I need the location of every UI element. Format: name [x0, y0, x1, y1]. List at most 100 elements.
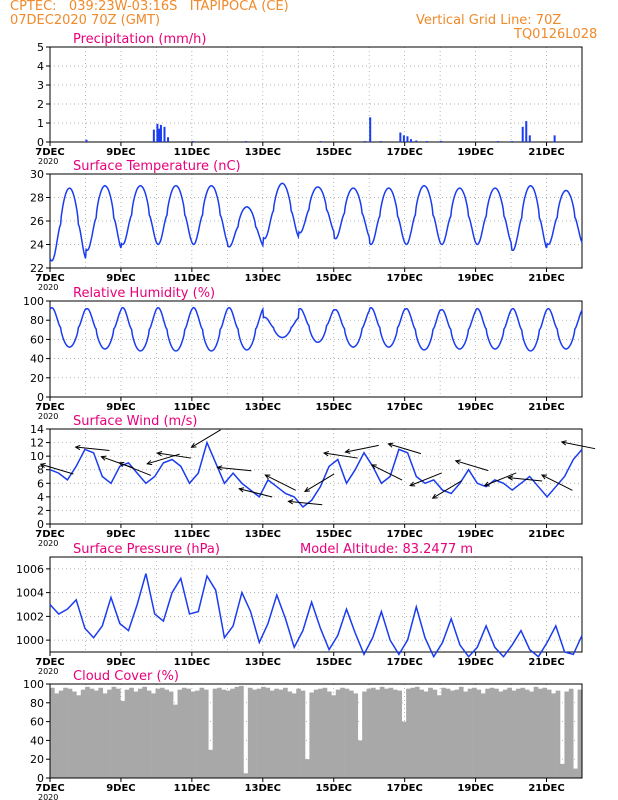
x-tick-label: 17DEC: [386, 783, 422, 794]
y-tick-label: 2: [37, 504, 44, 517]
precip-bar: [425, 141, 428, 142]
cloud-cover-bar: [516, 688, 521, 778]
wind-arrow-shaft: [541, 474, 573, 491]
x-tick-label: 21DEC: [528, 273, 564, 284]
cloud-cover-bar: [529, 691, 534, 778]
y-tick-label: 8: [37, 464, 44, 477]
year-label: 2020: [38, 667, 58, 676]
x-tick-label: 15DEC: [316, 273, 352, 284]
cloud-cover-bar: [406, 688, 411, 778]
precip-bar: [399, 132, 402, 142]
precip-bar: [511, 141, 514, 142]
y-tick-label: 24: [30, 239, 44, 252]
x-tick-label: 19DEC: [457, 147, 493, 158]
y-tick-label: 80: [30, 314, 44, 327]
cloud-cover-bar: [555, 690, 561, 778]
cloud-cover-bar: [305, 759, 310, 778]
wind-arrow-head: [409, 481, 416, 487]
cloud-cover-bar: [489, 687, 495, 778]
cloud-cover-bar: [102, 693, 108, 778]
x-tick-label: 11DEC: [174, 402, 210, 413]
cloud-cover-bar: [520, 687, 526, 778]
cloud-cover-bar: [498, 691, 504, 778]
cloud-cover-bar: [573, 768, 578, 778]
wind-arrow-head: [190, 442, 197, 448]
x-tick-label: 21DEC: [528, 657, 564, 668]
y-tick-label: 3: [37, 79, 44, 92]
y-tick-label: 5: [37, 41, 44, 54]
cloud-cover-bar: [384, 688, 389, 778]
cloud-cover-bar: [278, 689, 284, 778]
precip-bar: [369, 117, 372, 142]
x-tick-label: 17DEC: [386, 657, 422, 668]
humidity-line: [49, 306, 583, 352]
cloud-cover-bar: [309, 692, 315, 778]
y-tick-label: 28: [30, 192, 44, 205]
wind-arrow-shaft: [75, 446, 110, 451]
cloud-cover-bar: [287, 691, 293, 778]
temperature-line: [49, 182, 583, 262]
y-tick-label: 0: [37, 772, 44, 785]
cloud-cover-bar: [71, 691, 77, 778]
cloud-cover-bar: [313, 689, 319, 778]
cloud-cover-bar: [221, 689, 227, 778]
precip-bar: [158, 128, 161, 142]
cloud-cover-bar: [239, 685, 244, 778]
cloud-cover-bar: [265, 687, 271, 778]
y-tick-label: 40: [30, 353, 44, 366]
cloud-cover-bar: [432, 689, 438, 778]
precip-bar: [167, 137, 170, 142]
cloud-cover-bar: [428, 687, 433, 778]
cloud-cover-bar: [560, 763, 565, 778]
cloud-cover-bar: [480, 693, 486, 778]
run-date-header: 07DEC2020 70Z (GMT): [10, 13, 161, 28]
wind-arrow-shaft: [561, 441, 596, 450]
cloud-cover-bar: [476, 689, 482, 778]
y-tick-label: 0: [37, 136, 44, 149]
wind-arrow-head: [454, 459, 461, 465]
run-code-header: TQ0126L028: [514, 27, 598, 42]
cloud-cover-bar: [357, 740, 363, 778]
year-label: 2020: [38, 283, 58, 292]
x-tick-label: 7DEC: [35, 147, 64, 158]
cloud-cover-bar: [129, 687, 134, 778]
panel-frame: [49, 300, 583, 398]
cloud-cover-bar: [195, 690, 200, 778]
panel-title: Surface Wind (m/s): [73, 414, 197, 429]
y-tick-label: 1006: [16, 563, 44, 576]
cloud-cover-bar: [80, 689, 86, 778]
cloud-cover-bar: [133, 691, 139, 778]
x-tick-label: 17DEC: [386, 402, 422, 413]
wind-arrow-shaft: [371, 464, 403, 481]
wind-arrow-head: [287, 499, 294, 505]
cloud-cover-bar: [155, 688, 161, 778]
y-tick-label: 6: [37, 477, 44, 490]
cloud-cover-bar: [441, 687, 447, 778]
cloud-cover-bar: [203, 689, 209, 778]
precip-bar: [440, 140, 443, 142]
wind-arrow-shaft: [40, 463, 74, 475]
cloud-cover-bar: [168, 691, 174, 778]
cloud-cover-bar: [551, 693, 556, 778]
cloud-cover-bar: [85, 686, 90, 778]
panel-frame: [49, 173, 583, 269]
x-tick-label: 11DEC: [174, 147, 210, 158]
cloud-cover-bar: [370, 687, 376, 778]
cloud-cover-bar: [151, 693, 156, 778]
wind-arrow-head: [431, 493, 438, 499]
y-tick-label: 2: [37, 98, 44, 111]
x-tick-label: 15DEC: [316, 657, 352, 668]
cloud-cover-bar: [199, 687, 205, 778]
cloud-cover-bar: [58, 690, 64, 778]
cloud-cover-bar: [234, 686, 240, 778]
panel-title: Surface Pressure (hPa): [73, 542, 220, 557]
cloud-cover-bar: [467, 688, 473, 778]
cloud-cover-bar: [353, 693, 359, 778]
cloud-cover-bar: [318, 688, 323, 778]
wind-arrow-shaft: [288, 500, 323, 506]
cloud-cover-bar: [243, 773, 249, 778]
cloud-cover-bar: [146, 690, 152, 778]
wind-arrow-head: [100, 455, 107, 461]
cloud-cover-bar: [401, 721, 407, 778]
cloud-cover-bar: [177, 689, 183, 778]
